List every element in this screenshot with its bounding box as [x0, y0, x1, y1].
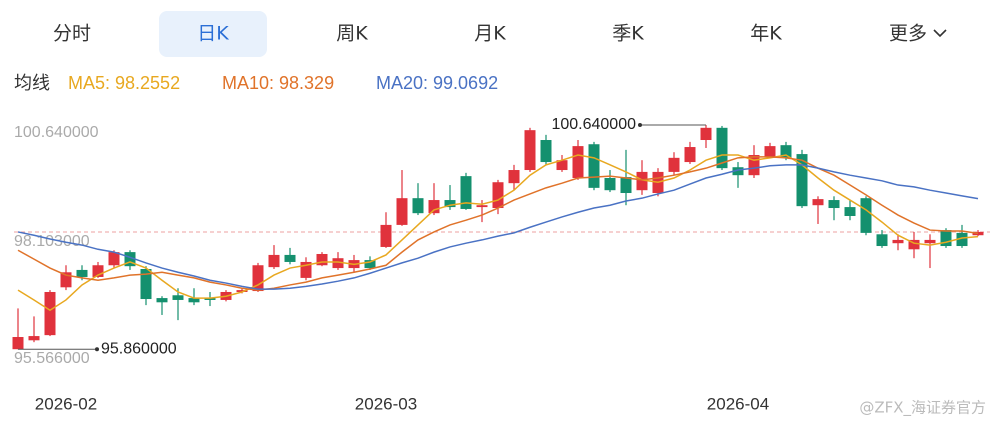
candle-body — [364, 260, 376, 269]
legend-entry: MA20: 99.0692 — [376, 73, 498, 93]
candle-body — [412, 198, 424, 214]
y-tick-label: 100.640000 — [14, 124, 99, 141]
more-chevron[interactable] — [933, 29, 947, 38]
candle-body — [620, 177, 632, 194]
candle-body — [636, 171, 648, 191]
candle-body — [316, 253, 328, 266]
x-tick-label: 2026-02 — [35, 394, 97, 413]
moving-average-line — [17, 156, 979, 291]
period-tab[interactable]: 月K — [474, 23, 506, 45]
candle-body — [428, 200, 440, 214]
candle-body — [892, 239, 904, 244]
active-tab-bg — [159, 11, 267, 57]
candle-body — [876, 234, 888, 247]
candle-body — [508, 170, 520, 184]
candle-body — [796, 154, 808, 207]
candle-body — [908, 239, 920, 250]
candle-body — [860, 198, 872, 233]
candle-body — [828, 200, 840, 209]
candle-body — [172, 295, 184, 300]
candle-body — [780, 145, 792, 158]
period-tab[interactable]: 分时 — [53, 23, 91, 45]
moving-average-line — [17, 164, 979, 290]
candle-body — [588, 144, 600, 188]
candle-body — [108, 252, 120, 266]
y-tick-label: 95.566000 — [14, 350, 90, 367]
candle-body — [124, 252, 136, 267]
candle-body — [156, 298, 168, 303]
candle-body — [60, 272, 72, 288]
candle-body — [748, 155, 760, 176]
candle-body — [380, 224, 392, 247]
candle-body — [732, 167, 744, 176]
candle-body — [716, 127, 728, 169]
candle-body — [140, 269, 152, 300]
candle-body — [204, 298, 216, 300]
candle-body — [764, 146, 776, 157]
x-tick-label: 2026-04 — [707, 394, 769, 413]
candle-body — [76, 269, 88, 277]
candle-body — [540, 140, 552, 163]
candle-body — [924, 239, 936, 244]
annotation-dot — [638, 123, 642, 127]
candle-body — [956, 232, 968, 247]
candle-body — [940, 230, 952, 247]
candle-body — [444, 200, 456, 208]
period-tab[interactable]: 日K — [197, 23, 229, 45]
candle-body — [236, 290, 248, 292]
watermark: @ZFX_海证券官方 — [859, 399, 986, 418]
candle-body — [268, 254, 280, 268]
legend-title: 均线 — [14, 73, 50, 93]
moving-average-line — [17, 154, 979, 312]
candle-body — [332, 258, 344, 269]
candle-body — [524, 130, 536, 171]
candle-body — [476, 205, 488, 208]
candle-body — [28, 336, 40, 341]
y-tick-label: 98.103000 — [14, 233, 90, 250]
candle-body — [492, 182, 504, 209]
legend-entry: MA10: 98.329 — [222, 73, 334, 93]
candle-body — [284, 254, 296, 262]
candle-body — [556, 160, 568, 171]
candle-body — [684, 147, 696, 163]
annotation-label: 100.640000 — [551, 116, 636, 133]
candle-body — [92, 265, 104, 277]
annotation-label: 95.860000 — [101, 340, 177, 357]
candle-body — [572, 146, 584, 179]
period-tabs: 分时 日K 周K 月K 季K 年K 更多 — [53, 11, 927, 57]
annotation-dot — [95, 347, 99, 352]
candle-body — [300, 261, 312, 278]
period-tab[interactable]: 年K — [750, 23, 782, 45]
period-tab[interactable]: 周K — [336, 23, 368, 45]
x-tick-label: 2026-03 — [355, 394, 417, 413]
candle-body — [460, 176, 472, 209]
period-tab[interactable]: 季K — [612, 23, 644, 45]
candle-body — [396, 198, 408, 225]
candle-body — [12, 337, 24, 350]
candle-body — [668, 157, 680, 172]
candle-body — [844, 207, 856, 216]
candle-body — [44, 291, 56, 336]
candle-body — [700, 127, 712, 141]
candle-body — [972, 231, 984, 236]
candle-body — [252, 265, 264, 292]
period-tab[interactable]: 更多 — [889, 23, 927, 45]
legend-entry: MA5: 98.2552 — [68, 73, 180, 93]
candle-body — [604, 178, 616, 191]
candle-body — [812, 199, 824, 206]
candle-body — [188, 298, 200, 303]
